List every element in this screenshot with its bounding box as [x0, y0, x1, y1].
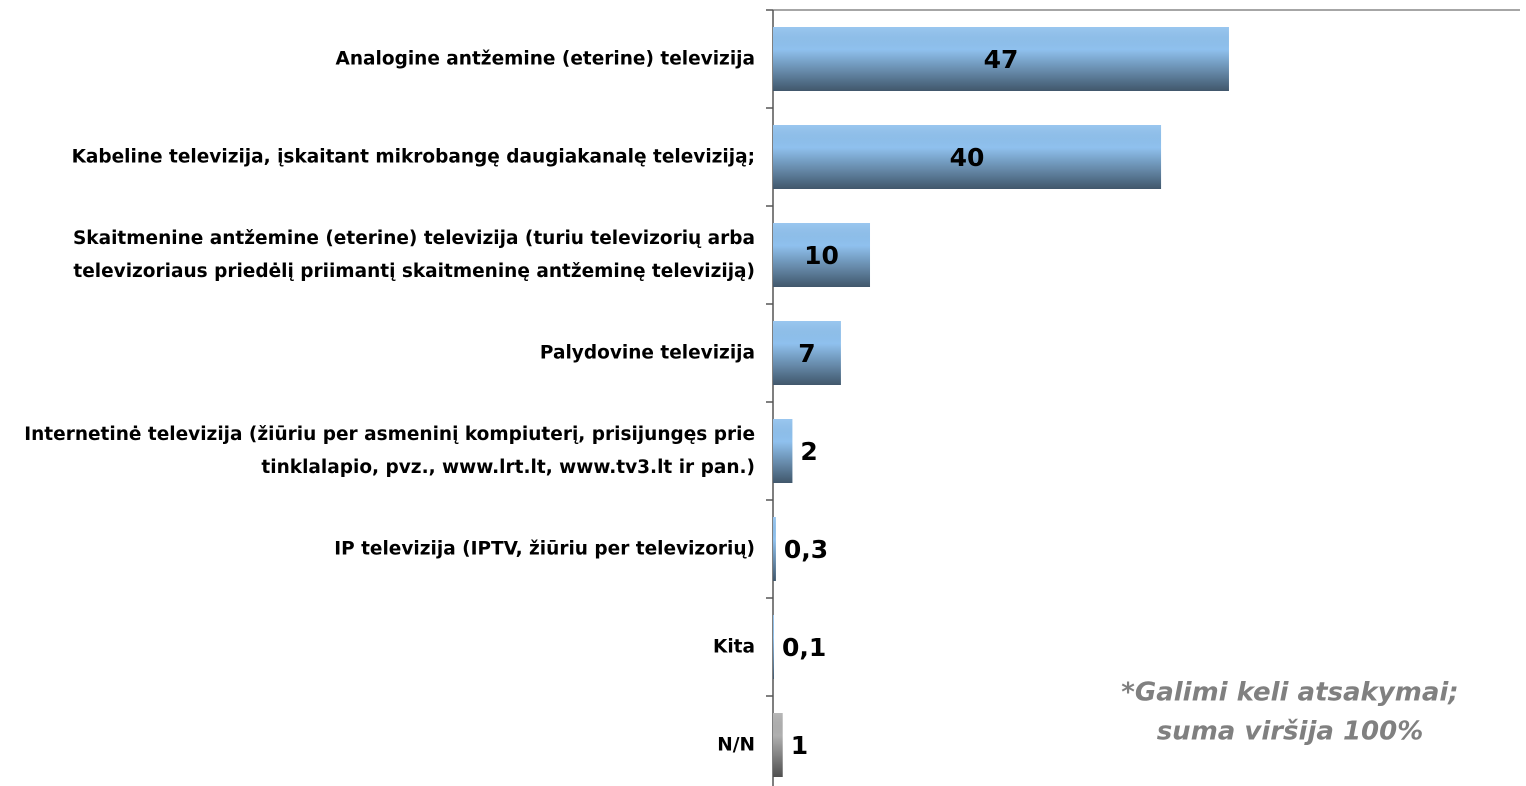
- bar-shade: [773, 517, 776, 581]
- category-label: Palydovine televizija: [539, 342, 755, 364]
- bar-shade: [773, 419, 793, 483]
- annotation: suma viršija 100%: [1157, 717, 1424, 747]
- category-label: Kabeline televizija, įskaitant mikrobang…: [71, 146, 755, 168]
- bar-shade: [773, 125, 1162, 189]
- category-label: Kita: [712, 636, 755, 658]
- value-label: 40: [950, 143, 985, 172]
- value-label: 10: [804, 241, 839, 270]
- category-label: N/N: [717, 734, 755, 756]
- annotation: *Galimi keli atsakymai;: [1121, 678, 1458, 708]
- bar-shade: [773, 321, 841, 385]
- value-label: 1: [791, 731, 808, 760]
- value-label: 47: [984, 45, 1019, 74]
- value-label: 2: [800, 437, 817, 466]
- bar-shade: [773, 713, 783, 777]
- category-label: Skaitmenine antžemine (eterine) televizi…: [72, 228, 755, 282]
- category-label: Internetinė televizija (žiūriu per asmen…: [24, 424, 755, 478]
- bar-shade: [773, 27, 1229, 91]
- category-label: IP televizija (IPTV, žiūriu per televizo…: [334, 538, 755, 560]
- value-label: 0,1: [782, 633, 826, 662]
- bar-shade: [773, 615, 774, 679]
- bar-shade: [773, 223, 871, 287]
- value-label: 0,3: [784, 535, 828, 564]
- category-label: Analogine antžemine (eterine) televizija: [335, 48, 755, 70]
- value-label: 7: [798, 339, 815, 368]
